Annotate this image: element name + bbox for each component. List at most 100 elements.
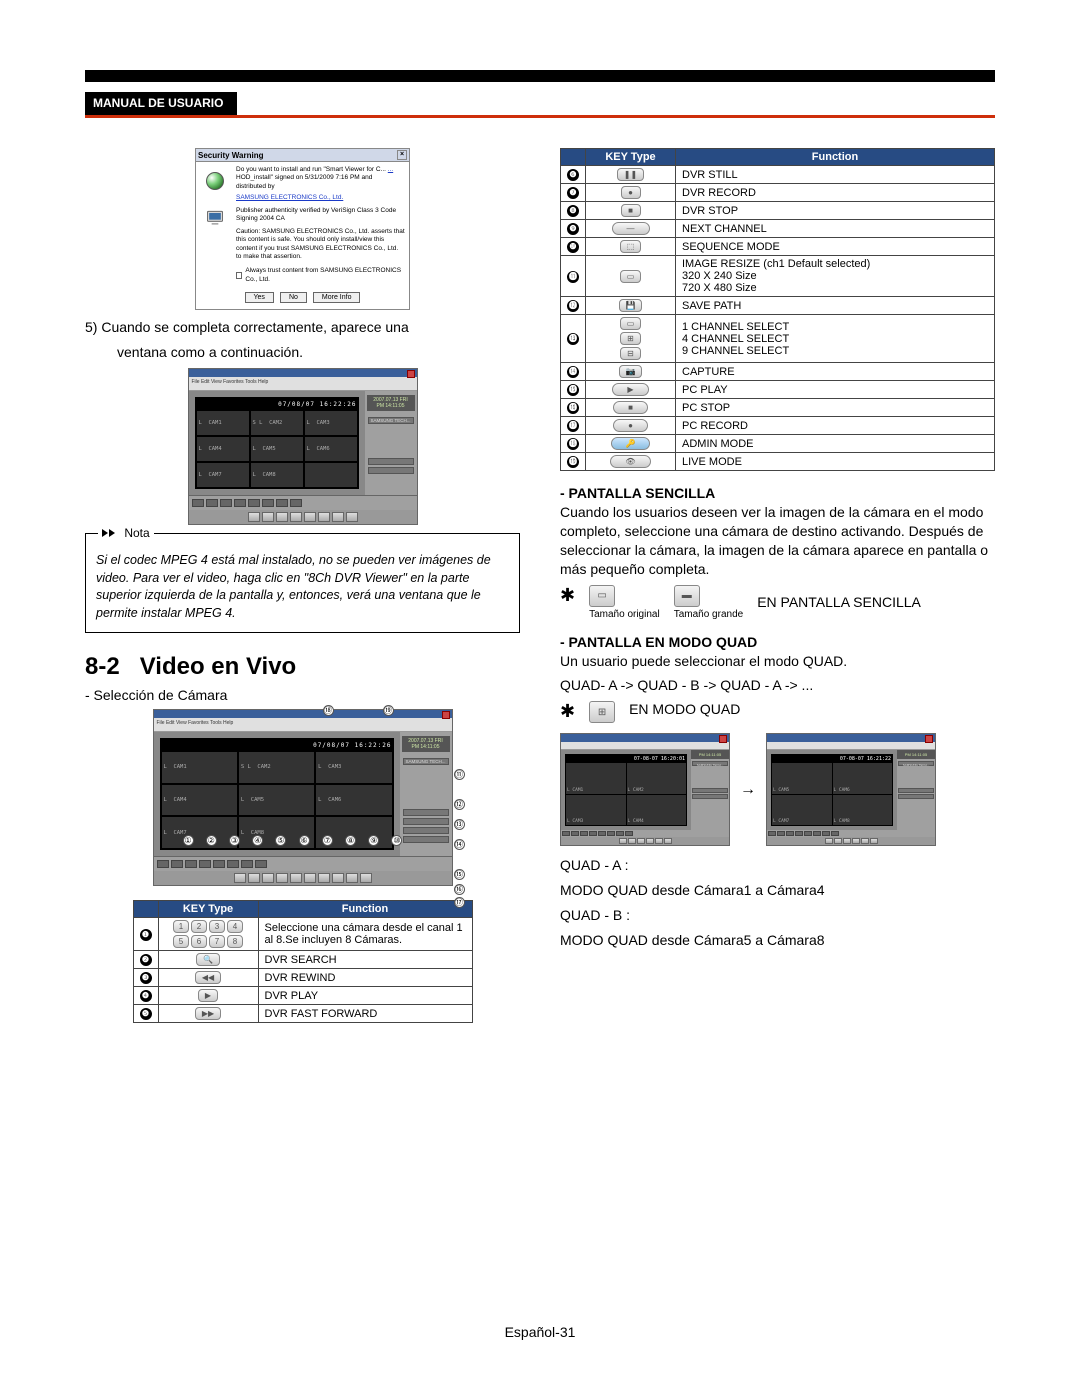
no-button[interactable]: No (280, 292, 307, 303)
viewer-side: 2007.07.13 FRIPM 14:11:05 SAMSUNG TECH..… (365, 391, 417, 495)
annotated-viewer: File Edit View Favorites Tools Help 07/0… (143, 709, 463, 886)
function-table-2: KEY TypeFunction ❻❚❚DVR STILL ❼●DVR RECO… (560, 148, 995, 471)
viewer-body: 07/08/07 16:22:26 L CAM1 S L CAM2 L CAM3… (189, 391, 417, 495)
sw-l3: distributed by (236, 183, 405, 191)
viewer-channel-strip (189, 495, 417, 510)
sequence-icon: ⬚ (620, 240, 642, 253)
viewer-timestamp: 07/08/07 16:22:26 (160, 738, 394, 750)
yes-button[interactable]: Yes (245, 292, 274, 303)
side-date: 2007.07.13 FRIPM 14:11:05 (367, 395, 415, 411)
callout-num: ⑪ (454, 769, 465, 780)
th-function: Function (258, 901, 472, 918)
right-column: KEY TypeFunction ❻❚❚DVR STILL ❼●DVR RECO… (560, 148, 995, 1023)
sw-link1[interactable]: ... (388, 166, 393, 173)
step5-line1: 5) Cuando se completa correctamente, apa… (85, 318, 520, 337)
arrow-icon (109, 529, 115, 537)
single-large-icon[interactable]: ▬ (674, 585, 700, 607)
sw-check-label: Always trust content from SAMSUNG ELECTR… (245, 267, 405, 284)
sw-l1: Do you want to install and run "Smart Vi… (236, 166, 386, 173)
callout-num: ⑭ (454, 839, 465, 850)
stop-icon: ■ (621, 204, 641, 217)
top-border (85, 70, 995, 82)
record-icon: ● (621, 186, 641, 199)
dialog-title: Security Warning (198, 151, 264, 160)
fn-cell: Seleccione una cámara desde el canal 1 a… (258, 918, 472, 951)
ch4-icon: ⊞ (620, 332, 641, 345)
cam3: L CAM3 (305, 411, 357, 435)
callout-num: ⑫ (454, 799, 465, 810)
quadA-line: MODO QUAD desde Cámara1 a Cámara4 (560, 881, 995, 900)
cam5: L CAM5 (251, 437, 303, 461)
callout-num: ⑯ (454, 884, 465, 895)
cam7: L CAM7 (197, 463, 249, 487)
dialog-close-icon[interactable]: × (397, 150, 407, 160)
mini-viewer-b: 07-08-07 16:21:22 L CAM5L CAM6L CAM7L CA… (766, 733, 936, 846)
sw-l2: HOD_install" signed on 5/31/2009 7:16 PM… (236, 174, 405, 182)
ch-cell[interactable] (192, 499, 204, 507)
play-icon: ▶ (198, 989, 218, 1002)
sw-company-link[interactable]: SAMSUNG ELECTRONICS Co., Ltd. (236, 194, 405, 202)
dialog-buttons: Yes No More Info (196, 288, 409, 309)
pc-icon (204, 208, 226, 228)
cap-original: Tamaño original (589, 609, 660, 620)
checkbox-icon[interactable] (236, 272, 242, 279)
cam4: L CAM4 (197, 437, 249, 461)
arrow-icon (102, 529, 108, 537)
viewer-menu: File Edit View Favorites Tools Help (154, 718, 452, 732)
viewer-menu: File Edit View Favorites Tools Help (189, 377, 417, 391)
header-tab: MANUAL DE USUARIO (85, 92, 237, 115)
capture-icon: 📷 (619, 365, 643, 378)
callout-num: ⑲ (383, 705, 394, 716)
section-8-2: 8-2 Video en Vivo (85, 653, 520, 681)
arrow-right-icon: → (740, 781, 756, 799)
quad-icon-row: ✱ ⊞ EN MODO QUAD (560, 701, 995, 723)
cam6: L CAM6 (305, 437, 357, 461)
nota-label: Nota (98, 526, 154, 540)
cam1: L CAM1 (197, 411, 249, 435)
cam8: L CAM8 (251, 463, 303, 487)
ch1-icon: ▭ (620, 317, 642, 330)
page-footer: Español-31 (0, 1324, 1080, 1340)
p-sencilla: Cuando los usuarios deseen ver la imagen… (560, 503, 995, 579)
resize-icon: ▭ (620, 270, 642, 283)
single-small-icon[interactable]: ▭ (589, 585, 615, 607)
mini-viewer-a: 07-08-07 16:20:01 L CAM1L CAM2L CAM3L CA… (560, 733, 730, 846)
pcplay-icon: ▶ (612, 383, 648, 396)
nota-box: Nota Si el codec MPEG 4 está mal instala… (85, 533, 520, 633)
sencilla-icons: ✱ ▭ Tamaño original ▬ Tamaño grande EN P… (560, 585, 995, 620)
quad-icon[interactable]: ⊞ (589, 701, 615, 723)
fn-resize: IMAGE RESIZE (ch1 Default selected) 320 … (676, 256, 995, 297)
camera-grid: L CAM1 S L CAM2 L CAM3 L CAM4 L CAM5 L C… (195, 409, 359, 489)
side-btn[interactable] (368, 467, 414, 474)
callout-num: ⑰ (454, 897, 465, 908)
ctl-btn[interactable] (248, 512, 260, 522)
viewer-timestamp: 07/08/07 16:22:26 (195, 397, 359, 409)
side-btn[interactable] (368, 458, 414, 465)
cam9 (305, 463, 357, 487)
function-table-1: KEY TypeFunction ❶12345678Seleccione una… (133, 900, 473, 1023)
sub-seleccion: - Selección de Cámara (85, 687, 520, 703)
viewer-screenshot-1: File Edit View Favorites Tools Help 07/0… (188, 368, 418, 525)
quadB: QUAD - B : (560, 906, 995, 925)
sw-check[interactable]: Always trust content from SAMSUNG ELECTR… (236, 267, 405, 284)
cap-grande: Tamaño grande (674, 609, 744, 620)
rewind-icon: ◀◀ (195, 971, 221, 984)
security-warning-dialog: Security Warning × Do you want to instal… (195, 148, 410, 310)
lbl-quad: EN MODO QUAD (629, 701, 740, 717)
asterisk-icon: ✱ (560, 585, 575, 606)
icon-block: ▬ Tamaño grande (674, 585, 744, 620)
key-cell: 12345678 (158, 918, 258, 951)
header-rule (85, 115, 995, 118)
viewer-titlebar (189, 369, 417, 377)
ff-icon: ▶▶ (195, 1007, 221, 1020)
admin-icon: 🔑 (611, 437, 651, 450)
pcstop-icon: ■ (613, 401, 648, 414)
dialog-icons (200, 166, 230, 284)
p-quad1: Un usuario puede seleccionar el modo QUA… (560, 652, 995, 671)
callout-num: ⑬ (454, 819, 465, 830)
dialog-titlebar: Security Warning × (196, 149, 409, 162)
h-sencilla: - PANTALLA SENCILLA (560, 485, 995, 501)
pcrec-icon: ● (613, 419, 648, 432)
moreinfo-button[interactable]: More Info (313, 292, 361, 303)
pause-icon: ❚❚ (617, 168, 644, 181)
